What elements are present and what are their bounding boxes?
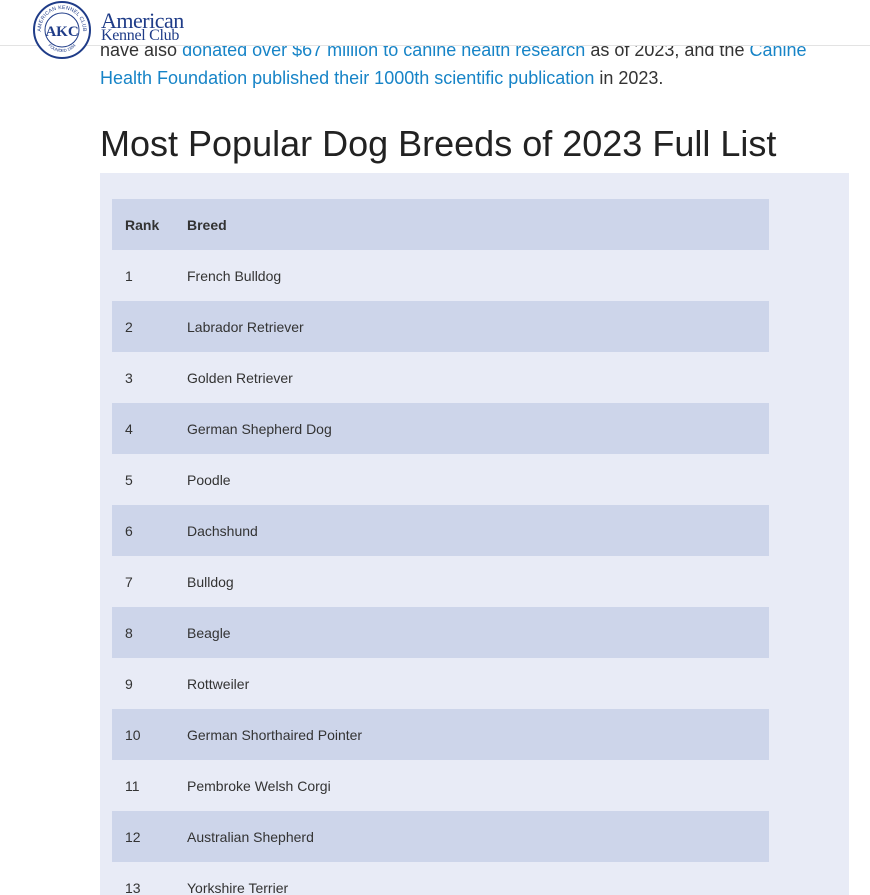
akc-seal-icon: AMERICAN KENNEL CLUB FOUNDED 1884 AKC [33,1,91,59]
breed-cell: French Bulldog [187,267,282,284]
table-row: 10 German Shorthaired Pointer [112,709,769,760]
table-row: 13 Yorkshire Terrier [112,862,769,895]
table-row: 6 Dachshund [112,505,769,556]
intro-text-3: in 2023. [594,68,664,88]
seal-monogram: AKC [45,24,78,40]
rank-cell: 8 [125,624,133,641]
rank-cell: 9 [125,675,133,692]
table-row: 1 French Bulldog [112,250,769,301]
table-row: 3 Golden Retriever [112,352,769,403]
rank-cell: 11 [125,777,140,794]
breed-cell: Rottweiler [187,675,250,692]
table-header-row: Rank Breed [112,199,769,250]
breed-cell: German Shepherd Dog [187,420,332,437]
breed-cell: Labrador Retriever [187,318,304,335]
breed-cell: Beagle [187,624,231,641]
column-header-breed: Breed [187,216,227,233]
rank-cell: 7 [125,573,133,590]
site-header: AMERICAN KENNEL CLUB FOUNDED 1884 AKC Am… [0,0,870,59]
breed-cell: Poodle [187,471,231,488]
rank-cell: 12 [125,828,141,845]
table-row: 5 Poodle [112,454,769,505]
table-row: 8 Beagle [112,607,769,658]
breed-cell: Pembroke Welsh Corgi [187,777,331,794]
logo-wordmark-line1: American [101,8,184,33]
table-row: 2 Labrador Retriever [112,301,769,352]
breeds-table: Rank Breed 1 French Bulldog 2 Labrador Ret… [112,199,769,895]
logo-wordmark-line2: Kennel Club [101,27,180,44]
breeds-table-panel: Rank Breed 1 French Bulldog 2 Labrador Ret… [100,173,849,895]
table-row: 12 Australian Shepherd [112,811,769,862]
table-row: 4 German Shepherd Dog [112,403,769,454]
breed-cell: Yorkshire Terrier [187,879,289,895]
breed-cell: German Shorthaired Pointer [187,726,363,743]
rank-cell: 1 [125,267,133,284]
breed-cell: Golden Retriever [187,369,293,386]
table-row: 11 Pembroke Welsh Corgi [112,760,769,811]
rank-cell: 2 [125,318,133,335]
table-row: 9 Rottweiler [112,658,769,709]
akc-logo-link[interactable]: AMERICAN KENNEL CLUB FOUNDED 1884 AKC Am… [32,0,202,60]
breed-cell: Bulldog [187,573,234,590]
rank-cell: 3 [125,369,133,386]
rank-cell: 5 [125,471,133,488]
rank-cell: 13 [125,879,141,895]
section-title: Most Popular Dog Breeds of 2023 Full Lis… [100,123,777,164]
table-row: 7 Bulldog [112,556,769,607]
breed-cell: Dachshund [187,522,258,539]
breed-cell: Australian Shepherd [187,828,314,845]
rank-cell: 10 [125,726,141,743]
column-header-rank: Rank [125,216,160,233]
rank-cell: 6 [125,522,133,539]
rank-cell: 4 [125,420,133,437]
